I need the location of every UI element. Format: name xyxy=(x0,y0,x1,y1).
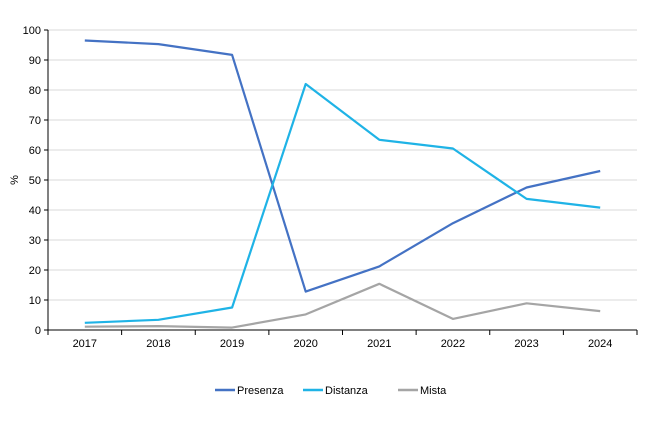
legend-label-presenza: Presenza xyxy=(237,385,284,397)
y-tick-label: 10 xyxy=(29,295,41,307)
y-tick-label: 40 xyxy=(29,205,41,217)
series-lines xyxy=(84,39,601,329)
y-tick-label: 20 xyxy=(29,265,41,277)
series-line-mista xyxy=(84,282,601,329)
y-tick-label: 0 xyxy=(35,325,41,337)
y-tick-label: 100 xyxy=(23,25,41,37)
x-tick-label: 2017 xyxy=(73,338,97,350)
x-tick-label: 2021 xyxy=(367,338,391,350)
x-tick-label: 2023 xyxy=(514,338,538,350)
x-tick-label: 2020 xyxy=(293,338,317,350)
y-tick-label: 70 xyxy=(29,115,41,127)
legend: Presenza Distanza Mista xyxy=(215,385,447,397)
series-line-distanza xyxy=(84,82,601,324)
y-axis-ticks: 0 10 20 30 40 50 60 70 80 90 100 xyxy=(23,25,49,337)
y-tick-label: 60 xyxy=(29,145,41,157)
y-tick-label: 80 xyxy=(29,85,41,97)
y-tick-label: 90 xyxy=(29,55,41,67)
legend-label-mista: Mista xyxy=(420,385,447,397)
y-axis-label: % xyxy=(9,175,21,185)
gridlines xyxy=(48,29,637,301)
x-tick-label: 2018 xyxy=(146,338,170,350)
legend-label-distanza: Distanza xyxy=(325,385,369,397)
x-tick-label: 2019 xyxy=(220,338,244,350)
x-tick-label: 2022 xyxy=(441,338,465,350)
series-line-presenza xyxy=(84,39,601,293)
x-axis: 2017 2018 2019 2020 2021 2022 2023 2024 xyxy=(47,329,638,350)
x-tick-label: 2024 xyxy=(588,338,612,350)
y-tick-label: 30 xyxy=(29,235,41,247)
y-tick-label: 50 xyxy=(29,175,41,187)
